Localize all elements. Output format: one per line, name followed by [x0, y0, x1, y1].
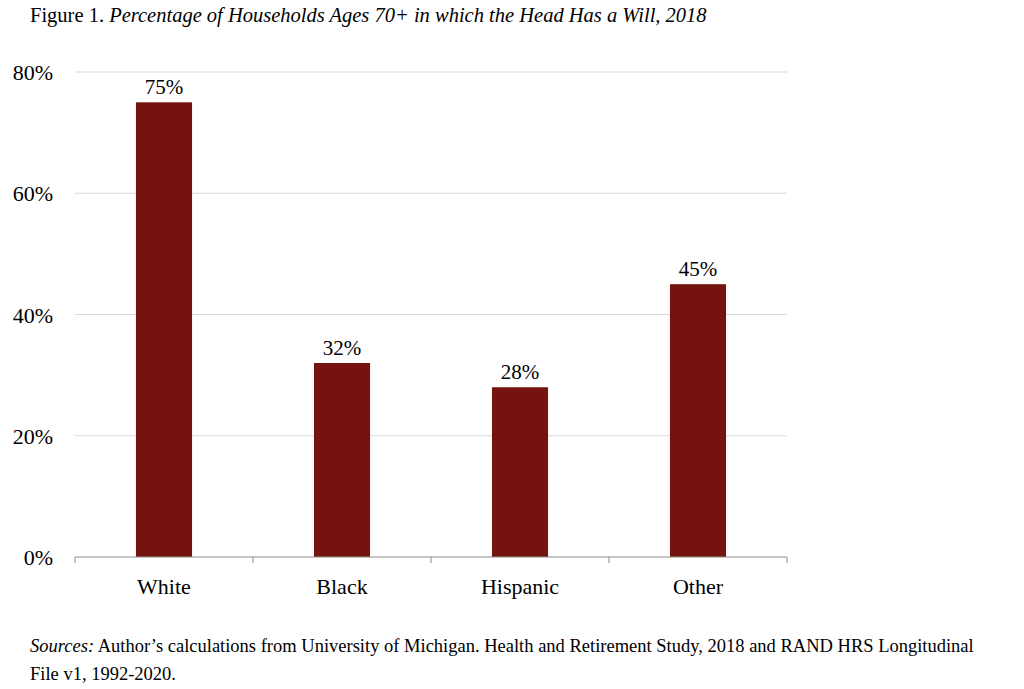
chart: Figure 1. Percentage of Households Ages … [0, 0, 1024, 689]
x-tick [75, 557, 76, 563]
y-tick-label: 20% [13, 424, 53, 449]
x-tick [609, 557, 610, 563]
y-tick-label: 0% [24, 545, 53, 570]
grid-line [75, 72, 787, 73]
x-tick [787, 557, 788, 563]
y-tick-label: 40% [13, 303, 53, 328]
title: Figure 1. Percentage of Households Ages … [30, 4, 707, 27]
bar [492, 387, 548, 557]
x-tick-label: Black [316, 574, 367, 599]
source-note: Sources: Author’s calculations from Univ… [30, 632, 1005, 688]
bar [314, 363, 370, 557]
data-label: 28% [501, 360, 540, 384]
data-label: 45% [679, 257, 718, 281]
x-tick-label: Other [673, 574, 724, 599]
bar [670, 284, 726, 557]
x-tick-label: Hispanic [481, 574, 559, 599]
x-tick [431, 557, 432, 563]
y-tick-label: 60% [13, 181, 53, 206]
x-tick-label: White [137, 574, 191, 599]
x-tick [253, 557, 254, 563]
y-tick-label: 80% [13, 60, 53, 85]
data-label: 75% [145, 75, 184, 99]
bar [136, 102, 192, 557]
data-label: 32% [323, 336, 362, 360]
